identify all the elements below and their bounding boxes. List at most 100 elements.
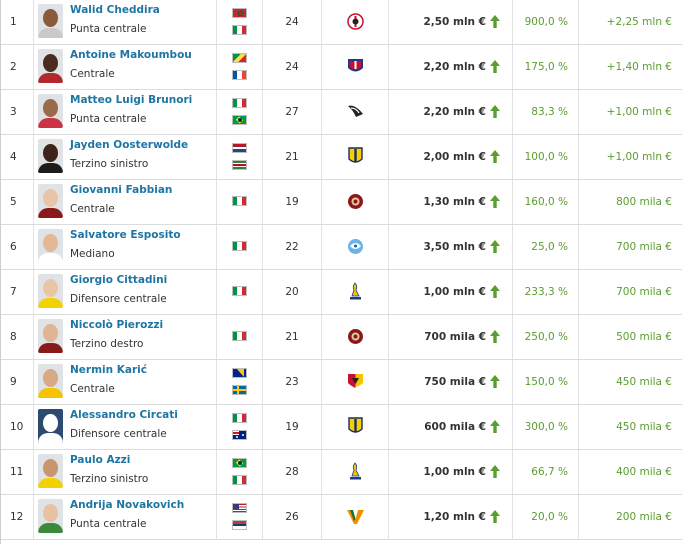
club-crest-parma-icon[interactable] bbox=[347, 417, 364, 436]
age-cell: 20 bbox=[263, 270, 322, 314]
rank-cell: 1 bbox=[1, 0, 34, 44]
player-cell: Matteo Luigi Brunori Punta centrale bbox=[34, 90, 217, 134]
player-position: Mediano bbox=[70, 248, 115, 260]
arrow-up-icon bbox=[490, 285, 500, 298]
arrow-up-icon bbox=[490, 105, 500, 118]
rank-cell: 12 bbox=[1, 495, 34, 539]
nationality-cell bbox=[217, 135, 263, 179]
value-increase-cell: +1,00 mln € bbox=[579, 90, 682, 134]
player-cell: Antoine Makoumbou Centrale bbox=[34, 45, 217, 89]
market-value[interactable]: 3,50 mln € bbox=[423, 241, 486, 253]
club-crest-venezia-icon[interactable] bbox=[347, 507, 364, 526]
market-value[interactable]: 1,20 mln € bbox=[423, 511, 486, 523]
flag-suriname-icon bbox=[232, 160, 247, 170]
flag-italy-icon bbox=[232, 413, 247, 423]
value-increase: +1,00 mln € bbox=[606, 106, 672, 118]
player-position: Terzino sinistro bbox=[70, 158, 149, 170]
arrow-up-icon bbox=[490, 240, 500, 253]
player-photo[interactable] bbox=[38, 4, 63, 38]
club-crest-bari-icon[interactable] bbox=[347, 12, 364, 31]
arrow-up-icon bbox=[490, 150, 500, 163]
club-cell bbox=[322, 360, 389, 404]
market-value[interactable]: 2,20 mln € bbox=[423, 106, 486, 118]
value-increase: 500 mila € bbox=[616, 331, 672, 343]
player-photo[interactable] bbox=[38, 409, 63, 443]
table-row: 10 Alessandro Circati Difensore centrale 19… bbox=[1, 405, 682, 450]
player-name-link[interactable]: Antoine Makoumbou bbox=[70, 49, 192, 61]
rank-number: 5 bbox=[10, 196, 17, 208]
player-age: 24 bbox=[285, 16, 299, 28]
club-crest-modena-icon[interactable] bbox=[347, 282, 364, 301]
club-cell bbox=[322, 90, 389, 134]
market-value[interactable]: 2,20 mln € bbox=[423, 61, 486, 73]
arrow-up-icon bbox=[490, 195, 500, 208]
player-name-link[interactable]: Salvatore Esposito bbox=[70, 229, 181, 241]
percent-change-cell: 175,0 % bbox=[513, 45, 579, 89]
club-crest-cagliari-icon[interactable] bbox=[347, 57, 364, 76]
market-value[interactable]: 1,00 mln € bbox=[423, 286, 486, 298]
club-cell bbox=[322, 180, 389, 224]
club-crest-reggina-icon[interactable] bbox=[347, 192, 364, 211]
market-value-cell: 1,20 mln € bbox=[389, 495, 513, 539]
player-name-link[interactable]: Paulo Azzi bbox=[70, 454, 131, 466]
rank-cell: 6 bbox=[1, 225, 34, 269]
club-crest-palermo-icon[interactable] bbox=[347, 102, 364, 121]
rank-cell: 8 bbox=[1, 315, 34, 359]
market-value[interactable]: 700 mila € bbox=[424, 331, 486, 343]
player-photo[interactable] bbox=[38, 139, 63, 173]
market-value[interactable]: 2,50 mln € bbox=[423, 16, 486, 28]
player-name-link[interactable]: Niccolò Pierozzi bbox=[70, 319, 164, 331]
club-crest-spal-icon[interactable] bbox=[347, 237, 364, 256]
player-photo[interactable] bbox=[38, 499, 63, 533]
player-photo[interactable] bbox=[38, 229, 63, 263]
market-value[interactable]: 600 mila € bbox=[424, 421, 486, 433]
club-crest-benevento-icon[interactable] bbox=[347, 372, 364, 391]
nationality-cell bbox=[217, 90, 263, 134]
player-name-link[interactable]: Nermin Karić bbox=[70, 364, 147, 376]
nationality-cell bbox=[217, 315, 263, 359]
player-photo[interactable] bbox=[38, 454, 63, 488]
rank-number: 12 bbox=[10, 511, 24, 523]
player-position: Punta centrale bbox=[70, 23, 147, 35]
player-photo[interactable] bbox=[38, 319, 63, 353]
player-name-link[interactable]: Giovanni Fabbian bbox=[70, 184, 173, 196]
club-crest-reggina-icon[interactable] bbox=[347, 327, 364, 346]
club-crest-parma-icon[interactable] bbox=[347, 147, 364, 166]
rank-number: 8 bbox=[10, 331, 17, 343]
player-name-link[interactable]: Andrija Novakovich bbox=[70, 499, 185, 511]
player-name-link[interactable]: Matteo Luigi Brunori bbox=[70, 94, 193, 106]
player-age: 19 bbox=[285, 421, 299, 433]
club-crest-modena-icon[interactable] bbox=[347, 462, 364, 481]
value-increase-cell: 450 mila € bbox=[579, 360, 682, 404]
market-value[interactable]: 1,00 mln € bbox=[423, 466, 486, 478]
market-value-cell: 700 mila € bbox=[389, 315, 513, 359]
table-row: 7 Giorgio Cittadini Difensore centrale 20 1,… bbox=[1, 270, 682, 315]
table-row: 5 Giovanni Fabbian Centrale 19 1,30 mln € 160… bbox=[1, 180, 682, 225]
player-name-link[interactable]: Jayden Oosterwolde bbox=[70, 139, 189, 151]
value-increase: +2,25 mln € bbox=[606, 16, 672, 28]
market-value[interactable]: 2,00 mln € bbox=[423, 151, 486, 163]
rank-cell: 11 bbox=[1, 450, 34, 494]
table-row: 12 Andrija Novakovich Punta centrale 26 1,20… bbox=[1, 495, 682, 540]
player-photo[interactable] bbox=[38, 364, 63, 398]
nationality-cell bbox=[217, 225, 263, 269]
flag-serbia-icon bbox=[232, 520, 247, 530]
nationality-cell bbox=[217, 0, 263, 44]
player-age: 27 bbox=[285, 106, 299, 118]
player-name-link[interactable]: Walid Cheddira bbox=[70, 4, 160, 16]
player-name-link[interactable]: Giorgio Cittadini bbox=[70, 274, 168, 286]
flag-netherlands-icon bbox=[232, 143, 247, 153]
age-cell: 24 bbox=[263, 45, 322, 89]
table-row: 11 Paulo Azzi Terzino sinistro 28 1,00 mln €… bbox=[1, 450, 682, 495]
club-cell bbox=[322, 495, 389, 539]
player-photo[interactable] bbox=[38, 184, 63, 218]
market-value[interactable]: 1,30 mln € bbox=[423, 196, 486, 208]
player-photo[interactable] bbox=[38, 274, 63, 308]
value-increase: 450 mila € bbox=[616, 421, 672, 433]
player-photo[interactable] bbox=[38, 94, 63, 128]
value-increase: 800 mila € bbox=[616, 196, 672, 208]
player-photo[interactable] bbox=[38, 49, 63, 83]
player-position: Punta centrale bbox=[70, 113, 147, 125]
market-value[interactable]: 750 mila € bbox=[424, 376, 486, 388]
player-name-link[interactable]: Alessandro Circati bbox=[70, 409, 178, 421]
